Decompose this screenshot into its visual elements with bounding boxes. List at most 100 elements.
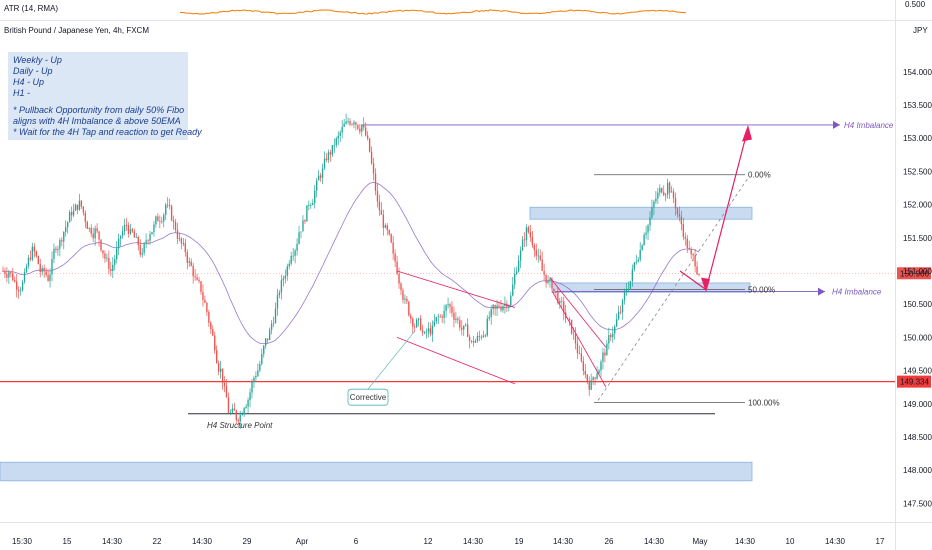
candle-body: [598, 370, 600, 374]
candle-body: [102, 250, 104, 254]
candle-body: [563, 301, 565, 313]
candle-body: [333, 144, 336, 146]
candle-body: [10, 272, 12, 274]
candle-body: [457, 318, 459, 321]
candle-body: [363, 124, 365, 128]
candle-body: [200, 281, 202, 293]
candle-body: [514, 274, 516, 285]
structure-point-label: H4 Structure Point: [207, 421, 273, 430]
candle-body: [380, 210, 383, 215]
candle-body: [98, 231, 100, 240]
candle-body: [559, 300, 561, 303]
candle-body: [629, 281, 632, 289]
candle-body: [229, 412, 232, 414]
note-line-3: H4 - Up: [13, 77, 44, 87]
candle-body: [216, 350, 218, 363]
candle-body: [512, 284, 514, 296]
candle-body: [502, 305, 504, 311]
candle-body: [515, 271, 518, 275]
candle-body: [286, 266, 288, 276]
candle-body: [137, 237, 139, 246]
candle-body: [376, 190, 379, 202]
candle-body: [168, 205, 171, 207]
candle-body: [233, 408, 236, 411]
candle-body: [602, 352, 604, 362]
candle-body: [25, 266, 28, 272]
candle-body: [614, 326, 616, 334]
candle-body: [615, 319, 618, 327]
channel-line: [551, 290, 607, 388]
candle-body: [415, 319, 418, 328]
candle-body: [506, 303, 508, 308]
candle-body: [463, 325, 465, 330]
candle-body: [319, 175, 322, 178]
candle-body: [80, 200, 83, 207]
candle-body: [692, 254, 694, 256]
level-arrow: [818, 287, 825, 296]
candle-body: [237, 420, 239, 422]
candle-body: [349, 121, 351, 125]
candle-body: [468, 336, 471, 341]
candle-body: [437, 316, 439, 318]
candle-body: [390, 234, 392, 243]
candle-body: [310, 205, 312, 206]
candle-body: [116, 248, 118, 260]
candle-body: [117, 238, 120, 249]
candle-body: [292, 255, 294, 257]
candle-body: [65, 227, 67, 232]
candle-body: [296, 243, 298, 251]
atr-series: [179, 9, 687, 15]
candle-body: [474, 341, 477, 343]
candle-body: [61, 240, 63, 242]
candle-body: [670, 191, 673, 193]
candles: [2, 113, 700, 429]
note-box[interactable]: Weekly - Up Daily - Up H4 - Up H1 - * Pu…: [8, 52, 202, 140]
imbalance-label: H4 Imbalance: [832, 288, 882, 297]
candle-body: [651, 207, 653, 218]
candle-body: [223, 383, 226, 387]
imbalance-zone: [529, 206, 753, 220]
x-tick-label: 10: [786, 537, 795, 546]
candle-body: [247, 400, 249, 407]
x-tick-label: 6: [354, 537, 359, 546]
candle-body: [270, 323, 273, 331]
x-tick-label: Apr: [296, 537, 309, 546]
candle-body: [78, 200, 81, 210]
candle-body: [353, 122, 355, 125]
candle-body: [525, 227, 528, 241]
levels: 0.00% 50.00% 100.00%: [0, 124, 895, 415]
candle-body: [192, 265, 194, 277]
candle-body: [698, 274, 700, 276]
candle-body: [135, 237, 137, 238]
x-tick-label: 14:30: [102, 537, 123, 546]
candle-body: [31, 246, 34, 260]
candle-body: [547, 280, 549, 283]
candle-body: [443, 310, 445, 318]
candle-body: [217, 362, 220, 372]
candle-body: [178, 238, 181, 240]
candle-body: [121, 231, 124, 236]
candle-body: [535, 250, 537, 256]
candle-body: [623, 291, 626, 301]
candle-body: [155, 216, 157, 225]
note-line-4: H1 -: [13, 88, 30, 98]
candle-body: [104, 253, 106, 259]
candle-body: [668, 182, 671, 193]
x-tick-label: May: [692, 537, 707, 546]
candle-body: [672, 191, 675, 199]
candle-body: [119, 235, 122, 239]
candle-body: [74, 204, 77, 211]
arrow-head: [742, 124, 752, 142]
candle-body: [537, 255, 539, 257]
candle-body: [66, 222, 69, 228]
candle-body: [617, 311, 620, 320]
x-tick-label: 14:30: [825, 537, 846, 546]
candle-body: [210, 322, 212, 330]
candle-body: [347, 121, 349, 122]
candle-body: [529, 232, 532, 238]
corrective-label: Corrective: [350, 393, 387, 402]
candle-body: [555, 291, 557, 293]
candle-body: [55, 248, 57, 251]
candle-body: [251, 381, 253, 393]
